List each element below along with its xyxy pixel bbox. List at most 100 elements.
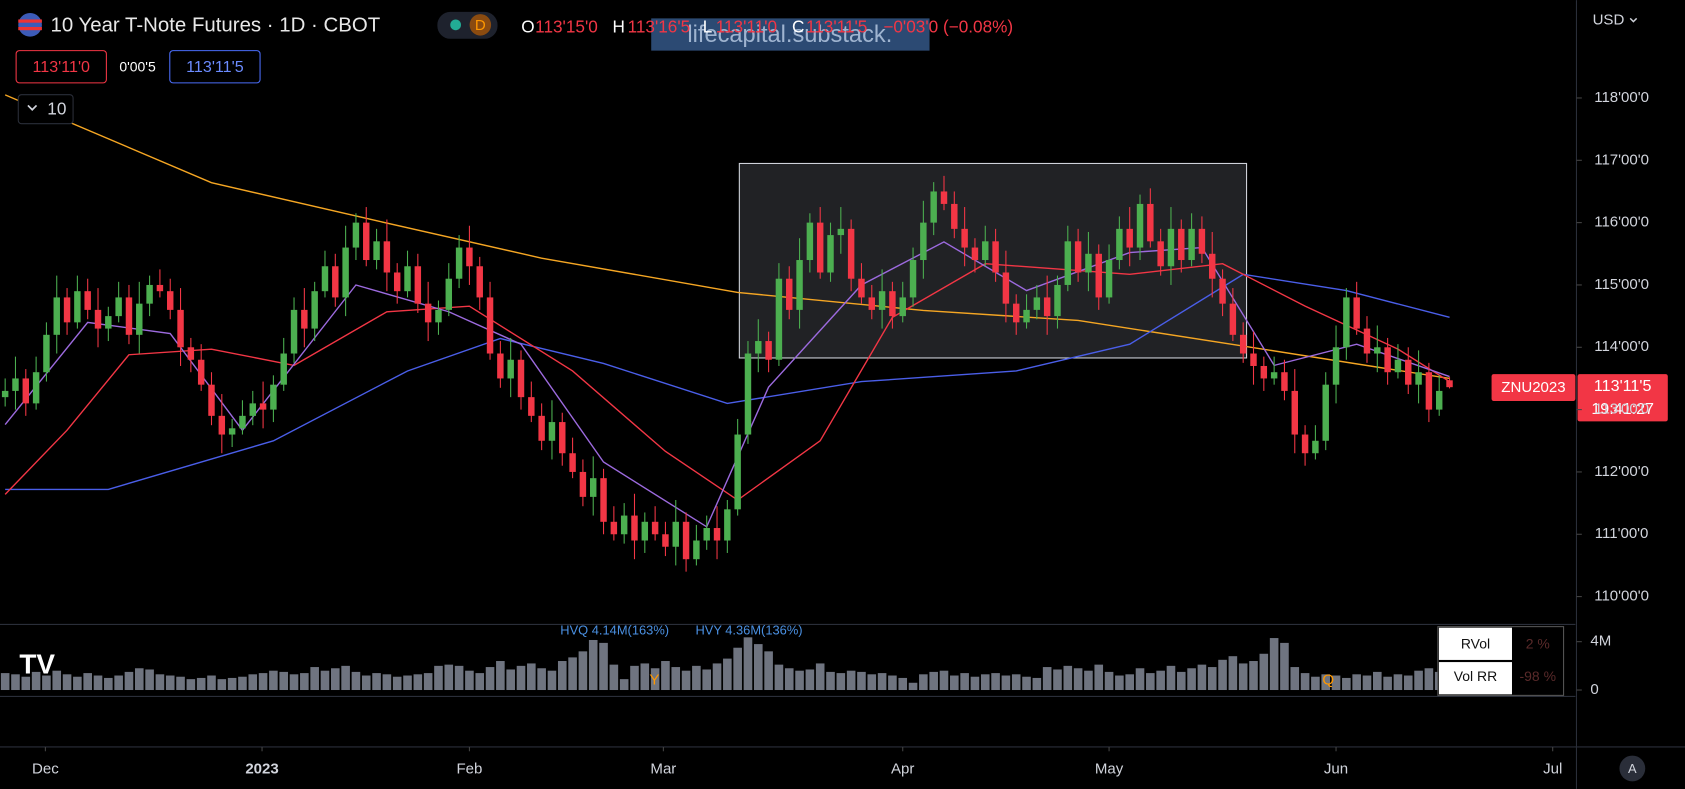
volume-bar: [217, 679, 227, 691]
volume-bar: [1166, 665, 1176, 691]
y-tick-label: 118'00'0: [1594, 89, 1649, 106]
volume-bar: [227, 677, 237, 691]
volume-bar: [42, 675, 51, 691]
volume-bar: [557, 661, 567, 691]
candle-body: [517, 359, 525, 398]
candle-body: [332, 266, 339, 298]
volume-bar: [527, 663, 536, 691]
volume-bar: [372, 673, 381, 691]
volume-bar: [1053, 669, 1062, 691]
auto-scale-label[interactable]: A: [1628, 761, 1637, 776]
flag-icon: [18, 13, 42, 37]
symbol-title: 10 Year T-Note Futures · 1D · CBOT: [51, 14, 381, 36]
indicator-count: 10: [47, 98, 66, 118]
volume-bar: [52, 670, 62, 691]
volume-bar: [743, 637, 753, 691]
volume-bar: [104, 677, 113, 691]
candle-body: [940, 191, 948, 204]
candle-body: [1374, 347, 1381, 354]
volume-bar: [1042, 667, 1052, 691]
candle-body: [992, 241, 999, 273]
volume-bar: [320, 670, 330, 691]
volume-bar: [279, 671, 289, 691]
volume-bar: [1383, 676, 1392, 691]
candle-body: [177, 309, 184, 348]
candle-body: [724, 509, 731, 541]
currency[interactable]: USD: [1593, 12, 1625, 29]
candle-body: [693, 540, 700, 560]
ask[interactable]: 113'11'5: [186, 58, 244, 76]
candle-body: [466, 247, 473, 267]
candle-body: [806, 222, 814, 261]
volume-bar: [475, 673, 485, 691]
moving-average: [4, 94, 1450, 380]
volume-bar: [1207, 667, 1217, 691]
candle-body: [393, 272, 401, 292]
volume-bar: [1104, 671, 1114, 691]
volume-bar: [1321, 674, 1331, 691]
candle-body: [1188, 228, 1195, 261]
volume-bar: [733, 647, 742, 691]
candle-body: [641, 521, 649, 541]
candle-body: [12, 378, 19, 391]
volume-bar: [496, 661, 505, 691]
volume-bar: [609, 664, 619, 691]
volume-tick-label: 0: [1590, 681, 1598, 698]
candle-body: [744, 353, 752, 435]
candle-body: [1126, 228, 1133, 248]
volume-bar: [331, 668, 340, 691]
candle-body: [363, 222, 370, 261]
candle-body: [610, 521, 618, 535]
volume-bar: [114, 675, 123, 691]
volume-bar: [692, 665, 701, 691]
candle-body: [1425, 372, 1433, 410]
symbol-label: ZNU2023: [1501, 379, 1565, 396]
interval-badge[interactable]: D: [475, 17, 486, 34]
candle-body: [847, 228, 855, 279]
candle-body: [682, 521, 690, 560]
candle-body: [889, 291, 896, 317]
volume-bar: [361, 675, 371, 691]
sell-button[interactable]: [15, 50, 107, 84]
volume-bar: [423, 673, 433, 691]
candle-body: [146, 284, 153, 304]
candle-body: [197, 359, 205, 385]
candle-body: [1301, 434, 1309, 454]
volume-bar: [867, 674, 877, 691]
x-tick-label: May: [1095, 761, 1124, 778]
candle-body: [1353, 297, 1360, 329]
buy-button[interactable]: [169, 50, 261, 84]
volume-bar: [929, 671, 938, 691]
volume-bar: [661, 661, 670, 691]
y-tick-label: 112'00'0: [1594, 463, 1649, 480]
candle-body: [1178, 228, 1185, 261]
volume-bar: [939, 670, 949, 691]
candle-body: [63, 297, 71, 323]
candle-body: [435, 309, 442, 323]
candle-body: [559, 422, 566, 454]
candle-body: [569, 453, 576, 472]
candle-body: [765, 341, 772, 360]
candle-body: [239, 415, 246, 429]
volume-bar: [93, 675, 103, 691]
indicator-toggle[interactable]: [17, 94, 74, 125]
volume-bar: [712, 663, 722, 691]
volume-annotation: HVQ 4.14M(163%): [560, 622, 669, 637]
y-tick-label: 114'00'0: [1594, 338, 1649, 355]
watermark-box: [651, 18, 930, 51]
volume-bar: [1280, 642, 1289, 691]
volume-bar: [506, 669, 515, 691]
candle-body: [43, 334, 50, 373]
volume-bar: [599, 642, 608, 691]
last-price: 113'11'5: [1594, 377, 1652, 395]
candle-body: [1054, 284, 1061, 317]
candle-body: [775, 278, 783, 360]
bid[interactable]: 113'11'0: [32, 58, 90, 76]
candle-body: [1147, 203, 1154, 242]
candle-body: [1064, 241, 1072, 285]
volume-bar: [877, 673, 887, 691]
auto-scale-button[interactable]: [1619, 755, 1646, 782]
volume-bar: [1011, 674, 1021, 691]
x-tick-label: Jun: [1324, 761, 1348, 778]
